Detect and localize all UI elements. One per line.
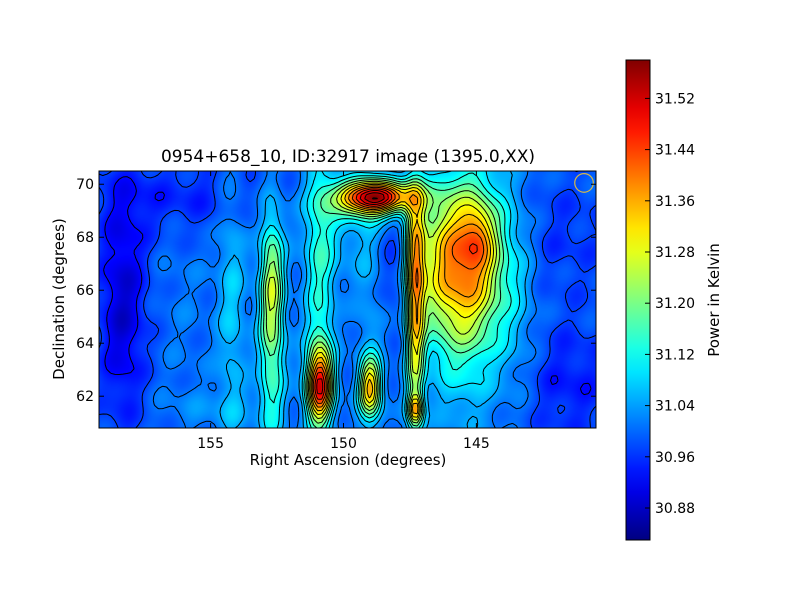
contour-level-11 <box>311 185 488 408</box>
contour-level-16 <box>371 197 378 200</box>
beam-circle-0 <box>574 173 594 193</box>
colorbar-tick-label: 31.04 <box>655 399 695 415</box>
contour-level-2 <box>152 170 538 429</box>
contour-level-10 <box>310 183 491 415</box>
contour-level-9 <box>309 182 494 418</box>
contour-level-13 <box>314 188 478 400</box>
colorbar-tick-label: 31.20 <box>655 296 695 312</box>
colorbar: 30.88 30.96 31.04 31.12 31.20 31.28 31.36 31.44… <box>625 59 723 541</box>
contour-level-6 <box>262 177 504 429</box>
contour-level-7 <box>264 179 501 424</box>
colorbar-tick-label: 30.96 <box>655 450 695 466</box>
colorbar-ticks: 30.88 30.96 31.04 31.12 31.20 31.28 31.36 31.44… <box>645 91 695 517</box>
contour-level-15 <box>364 192 385 204</box>
x-tick-label: 150 <box>330 436 357 452</box>
colorbar-tick-label: 31.12 <box>655 347 695 363</box>
y-tick-label: 62 <box>76 389 94 405</box>
contour-level-8 <box>267 180 497 421</box>
colorbar-tick-label: 30.88 <box>655 501 695 517</box>
x-axis: 155 150 145 <box>197 171 490 452</box>
heatmap-image <box>99 171 596 428</box>
contour-level-12 <box>312 186 485 404</box>
colorbar-label: Power in Kelvin <box>705 243 723 357</box>
contour-level-14 <box>316 190 389 395</box>
contour-lines <box>98 170 597 429</box>
y-tick-label: 68 <box>76 230 94 246</box>
contour-level-0 <box>103 176 592 396</box>
colorbar-tick-label: 31.36 <box>655 194 695 210</box>
x-tick-label: 145 <box>463 436 490 452</box>
contour-level-5 <box>260 172 512 429</box>
colorbar-tick-label: 31.52 <box>655 91 695 107</box>
annotations <box>574 173 594 193</box>
chart-title: 0954+658_10, ID:32917 image (1395.0,XX) <box>161 147 535 167</box>
y-tick-label: 70 <box>76 177 94 193</box>
colorbar-gradient <box>625 59 651 541</box>
contour-level-4 <box>257 170 521 429</box>
x-axis-label: Right Ascension (degrees) <box>250 451 447 469</box>
x-tick-label: 155 <box>197 436 224 452</box>
y-tick-label: 66 <box>76 283 94 299</box>
contour-level-3 <box>218 170 530 429</box>
plot-area <box>98 170 597 429</box>
y-axis-label: Declination (degrees) <box>50 218 68 380</box>
plot-frame <box>98 170 597 429</box>
y-axis: 62 64 66 68 70 <box>76 177 596 405</box>
y-tick-label: 64 <box>76 336 94 352</box>
colorbar-tick-label: 31.28 <box>655 245 695 261</box>
colorbar-tick-label: 31.44 <box>655 143 695 159</box>
